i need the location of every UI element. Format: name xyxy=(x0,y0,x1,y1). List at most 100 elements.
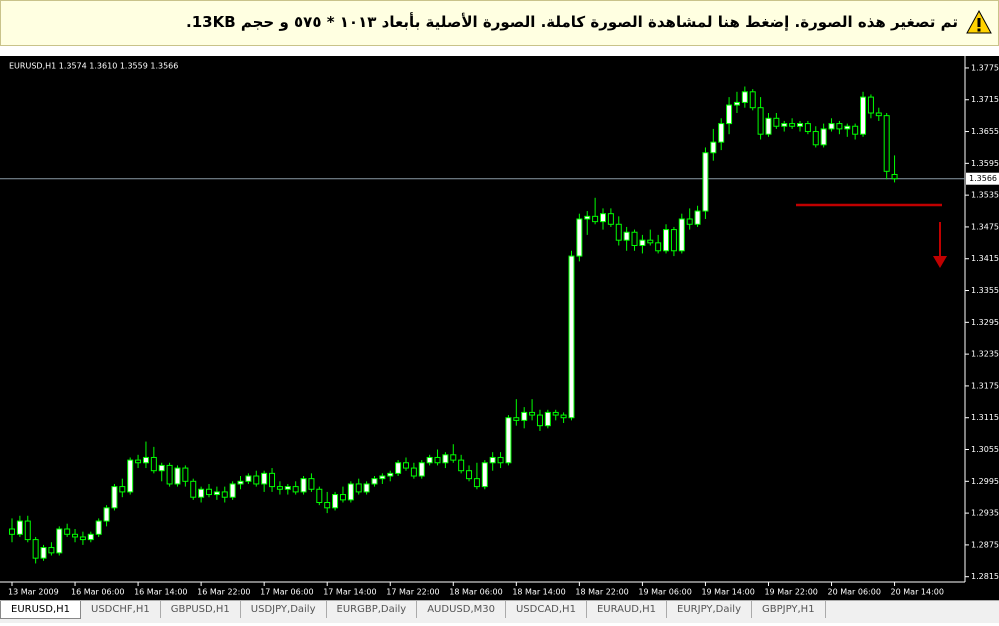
chart-tab[interactable]: EURAUD,H1 xyxy=(587,601,668,618)
candle-body xyxy=(781,123,788,127)
x-tick-label: 19 Mar 14:00 xyxy=(701,588,754,597)
chart-tab[interactable]: EURJPY,Daily xyxy=(667,601,752,618)
candle-body xyxy=(584,215,591,220)
candle-body xyxy=(489,456,496,464)
x-tick-label: 18 Mar 14:00 xyxy=(512,588,565,597)
chart-tab[interactable]: EURUSD,H1 xyxy=(0,601,82,619)
candle-body xyxy=(820,128,827,146)
candle-body xyxy=(403,462,409,469)
candle-body xyxy=(150,456,157,472)
candle-body xyxy=(875,112,882,117)
x-tick-label: 18 Mar 22:00 xyxy=(575,588,628,597)
x-tick-label: 16 Mar 14:00 xyxy=(134,588,187,597)
y-tick-label: 1.3595 xyxy=(971,159,999,168)
candle-body xyxy=(9,528,15,535)
warning-icon xyxy=(966,9,992,34)
candle-body xyxy=(458,459,465,472)
chart-tab[interactable]: GBPUSD,H1 xyxy=(161,601,241,618)
candle-body xyxy=(568,255,575,419)
candle-body xyxy=(245,475,252,482)
candle-body xyxy=(536,414,543,427)
candle-body xyxy=(670,229,677,252)
candle-body xyxy=(663,229,670,252)
candle-body xyxy=(434,456,441,464)
candle-body xyxy=(867,96,874,114)
candle-body xyxy=(410,467,417,477)
x-tick-label: 19 Mar 06:00 xyxy=(638,588,691,597)
candle-body xyxy=(166,464,173,485)
candle-body xyxy=(497,456,504,464)
candle-body xyxy=(757,107,764,135)
candle-body xyxy=(710,141,717,154)
candle-body xyxy=(182,467,189,482)
candle-body xyxy=(473,478,480,488)
chart-tab[interactable]: USDCAD,H1 xyxy=(506,601,587,618)
candle-body xyxy=(481,462,488,488)
y-tick-label: 1.3775 xyxy=(971,63,999,72)
current-price-box xyxy=(966,172,999,185)
candle-body xyxy=(804,123,811,133)
candle-body xyxy=(552,411,559,416)
y-tick-label: 1.2935 xyxy=(971,509,999,518)
current-price-label: 1.3566 xyxy=(969,174,997,183)
candle-body xyxy=(852,125,859,135)
candle-body xyxy=(592,215,599,223)
candle-body xyxy=(797,123,803,127)
candle-body xyxy=(206,488,212,496)
x-tick-label: 13 Mar 2009 xyxy=(8,588,59,597)
candle-body xyxy=(733,101,740,106)
candle-body xyxy=(860,96,867,135)
chart-tab[interactable]: GBPJPY,H1 xyxy=(752,601,826,618)
candle-body xyxy=(24,520,31,541)
y-tick-label: 1.3115 xyxy=(971,413,999,422)
candle-body xyxy=(324,502,331,509)
candle-body xyxy=(261,472,268,485)
candle-body xyxy=(95,520,102,535)
candle-body xyxy=(607,213,614,225)
y-tick-label: 1.3475 xyxy=(971,222,999,231)
banner-text[interactable]: تم تصغير هذه الصورة. إضغط هنا لمشاهدة ال… xyxy=(186,13,958,31)
candle-body xyxy=(339,494,346,501)
candle-body xyxy=(387,472,394,477)
candle-body xyxy=(32,539,39,559)
candle-body xyxy=(72,533,79,538)
y-tick-label: 1.3535 xyxy=(971,191,999,200)
candle-body xyxy=(142,456,149,464)
x-tick-label: 17 Mar 06:00 xyxy=(260,588,313,597)
x-tick-label: 18 Mar 06:00 xyxy=(449,588,502,597)
candle-body xyxy=(741,91,748,103)
candle-body xyxy=(521,411,528,421)
candle-body xyxy=(749,91,756,109)
candle-body xyxy=(600,213,606,223)
chart-tab[interactable]: USDCHF,H1 xyxy=(81,601,161,618)
candle-body xyxy=(686,218,693,225)
candle-body xyxy=(363,483,370,493)
candle-body xyxy=(836,123,843,130)
candle-body xyxy=(426,456,433,464)
y-tick-label: 1.3055 xyxy=(971,445,999,454)
candle-body xyxy=(221,491,228,498)
candle-body xyxy=(316,488,323,504)
chart-tab[interactable]: AUDUSD,M30 xyxy=(417,601,506,618)
candle-body xyxy=(237,480,244,485)
candle-body xyxy=(269,472,276,488)
candle-body xyxy=(631,231,638,246)
chart-tab[interactable]: EURGBP,Daily xyxy=(327,601,418,618)
candle-body xyxy=(773,117,780,127)
candle-body xyxy=(16,520,23,535)
candle-body xyxy=(560,414,567,419)
chart-tab[interactable]: USDJPY,Daily xyxy=(241,601,327,618)
candle-body xyxy=(111,486,118,509)
y-tick-label: 1.3235 xyxy=(971,350,999,359)
candle-body xyxy=(158,464,165,472)
candle-body xyxy=(48,547,55,554)
candle-body xyxy=(79,536,86,541)
y-tick-label: 1.2815 xyxy=(971,572,999,581)
candle-body xyxy=(466,470,473,480)
candle-body xyxy=(883,115,890,172)
candle-body xyxy=(450,454,457,461)
candle-body xyxy=(119,486,126,493)
candle-body xyxy=(718,123,725,143)
resize-banner[interactable]: تم تصغير هذه الصورة. إضغط هنا لمشاهدة ال… xyxy=(0,0,999,46)
candle-body xyxy=(678,218,685,252)
